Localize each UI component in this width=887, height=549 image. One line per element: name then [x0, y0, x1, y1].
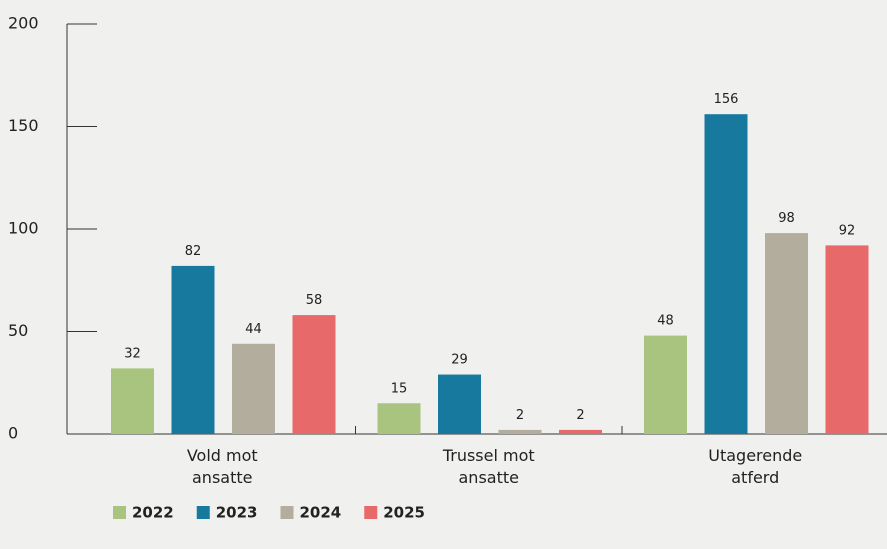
y-tick-label: 150	[8, 116, 39, 135]
bar	[644, 335, 687, 434]
value-label: 82	[185, 244, 202, 259]
value-label: 92	[839, 223, 856, 238]
legend-label: 2023	[216, 504, 258, 522]
bar	[438, 374, 481, 434]
value-label: 15	[391, 381, 408, 396]
legend-swatch	[113, 506, 126, 519]
x-tick-label: Vold mot ansatte	[186, 446, 258, 487]
bar	[498, 429, 542, 434]
value-label: 2	[576, 408, 584, 423]
legend-label: 2024	[300, 504, 342, 522]
value-label: 44	[245, 322, 262, 337]
legend-label: 2025	[383, 504, 425, 522]
y-tick-label: 100	[8, 219, 39, 238]
x-tick-label: Trussel mot ansatte	[442, 446, 535, 487]
legend-swatch	[280, 506, 294, 519]
y-tick-label: 50	[8, 321, 28, 340]
value-label: 32	[124, 346, 141, 361]
legend-label: 2022	[132, 504, 174, 522]
legend-swatch	[364, 506, 378, 519]
bar	[377, 403, 421, 434]
x-tick-label: Utagerende atferd	[708, 446, 803, 487]
legend-swatch	[196, 506, 210, 519]
bar	[765, 233, 808, 434]
value-label: 2	[516, 408, 524, 423]
value-label: 58	[306, 293, 323, 308]
bar	[559, 429, 602, 434]
bar	[704, 114, 748, 434]
y-tick-label: 0	[8, 424, 18, 443]
bar	[232, 343, 275, 434]
bar	[111, 368, 154, 434]
value-label: 156	[714, 92, 739, 107]
bar	[292, 315, 336, 434]
value-label: 48	[657, 314, 674, 329]
value-label: 98	[778, 211, 795, 226]
y-tick-label: 200	[8, 14, 39, 33]
bar	[825, 245, 869, 434]
value-label: 29	[451, 353, 468, 368]
bar	[171, 265, 215, 434]
